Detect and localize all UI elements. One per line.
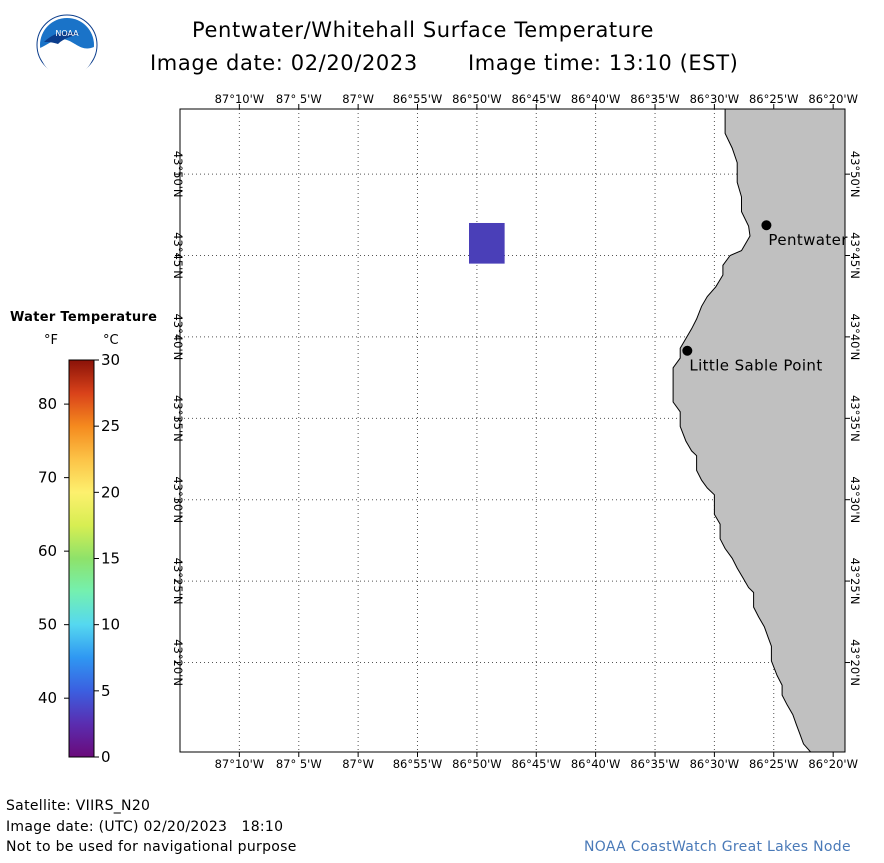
lat-tick-label-left: 43°20'N <box>171 639 185 686</box>
legend-unit-c: °C <box>103 333 119 348</box>
celsius-tick-label: 0 <box>101 748 111 766</box>
place-label: Pentwater <box>768 231 848 249</box>
celsius-tick-label: 20 <box>101 483 120 501</box>
graticule <box>180 109 845 752</box>
lon-tick-label-bottom: 86°20'W <box>808 757 858 771</box>
lon-tick-label-top: 86°25'W <box>749 92 799 106</box>
celsius-tick-label: 5 <box>101 682 111 700</box>
fahrenheit-tick-label: 70 <box>38 469 57 487</box>
lon-tick-label-top: 87° 5'W <box>276 92 322 106</box>
place-dot <box>682 345 693 356</box>
lon-tick-label-top: 86°55'W <box>393 92 443 106</box>
lon-tick-label-bottom: 86°30'W <box>690 757 740 771</box>
place-label: Little Sable Point <box>689 357 822 375</box>
lat-tick-label-right: 43°30'N <box>848 476 862 523</box>
celsius-tick-label: 15 <box>101 550 120 568</box>
lon-tick-label-top: 86°40'W <box>571 92 621 106</box>
legend-colorbar: 0 5 10 15 20 25 30 40 50 60 70 80 <box>38 351 120 766</box>
lat-tick-label-right: 43°45'N <box>848 232 862 279</box>
page-title: Pentwater/Whitehall Surface Temperature <box>192 18 654 42</box>
lon-tick-label-bottom: 86°40'W <box>571 757 621 771</box>
image-time-label: Image time: 13:10 (EST) <box>468 51 739 75</box>
credit-label: NOAA CoastWatch Great Lakes Node <box>584 839 851 855</box>
lon-tick-label-top: 87°W <box>342 92 374 106</box>
lon-tick-label-top: 86°20'W <box>808 92 858 106</box>
legend-title: Water Temperature <box>10 310 158 325</box>
noaa-logo: NOAA <box>36 14 98 76</box>
colorbar-ramp <box>68 359 95 758</box>
utc-date-label: Image date: (UTC) 02/20/2023 18:10 <box>6 819 284 835</box>
lat-tick-label-right: 43°25'N <box>848 558 862 605</box>
fahrenheit-tick-label: 50 <box>38 616 57 634</box>
celsius-tick-label: 30 <box>101 351 120 369</box>
fahrenheit-tick-label: 80 <box>38 395 57 413</box>
lon-tick-label-bottom: 86°50'W <box>452 757 502 771</box>
lon-tick-label-top: 86°45'W <box>511 92 561 106</box>
map-frame <box>179 108 846 753</box>
lat-tick-label-left: 43°50'N <box>171 151 185 198</box>
lat-tick-label-right: 43°20'N <box>848 639 862 686</box>
lat-tick-label-right: 43°40'N <box>848 313 862 360</box>
lon-tick-label-bottom: 86°55'W <box>393 757 443 771</box>
fahrenheit-tick-label: 60 <box>38 542 57 560</box>
celsius-tick-label: 10 <box>101 616 120 634</box>
place-dot <box>761 220 772 231</box>
axis-tick-labels: 87°10'W 87°10'W 87° 5'W 87° 5'W 87°W 87°W 86°5… <box>171 92 862 771</box>
lat-tick-label-left: 43°30'N <box>171 476 185 523</box>
place-markers: Pentwater Little Sable Point <box>682 220 848 375</box>
lon-tick-label-bottom: 87°10'W <box>215 757 265 771</box>
lat-tick-label-right: 43°35'N <box>848 395 862 442</box>
legend-unit-f: °F <box>44 333 58 348</box>
lon-tick-label-top: 87°10'W <box>215 92 265 106</box>
logo-text: NOAA <box>55 29 79 38</box>
lat-tick-label-left: 43°40'N <box>171 313 185 360</box>
logo-wave <box>40 39 94 76</box>
satellite-label: Satellite: VIIRS_N20 <box>6 798 151 814</box>
celsius-tick-label: 25 <box>101 417 120 435</box>
lon-tick-label-bottom: 86°35'W <box>630 757 680 771</box>
land-area <box>672 108 846 753</box>
lon-tick-label-bottom: 86°45'W <box>511 757 561 771</box>
lat-tick-label-left: 43°45'N <box>171 232 185 279</box>
lat-tick-label-right: 43°50'N <box>848 151 862 198</box>
lat-tick-label-left: 43°25'N <box>171 558 185 605</box>
logo-bird <box>44 32 80 44</box>
lon-tick-label-top: 86°35'W <box>630 92 680 106</box>
lon-tick-label-top: 86°50'W <box>452 92 502 106</box>
lon-tick-label-bottom: 87°W <box>342 757 374 771</box>
image-date-label: Image date: 02/20/2023 <box>150 51 418 75</box>
lat-tick-label-left: 43°35'N <box>171 395 185 442</box>
lon-tick-label-top: 86°30'W <box>690 92 740 106</box>
fahrenheit-tick-label: 40 <box>38 689 57 707</box>
lon-tick-label-bottom: 87° 5'W <box>276 757 322 771</box>
temperature-pixel <box>469 222 505 264</box>
disclaimer-label: Not to be used for navigational purpose <box>6 839 297 855</box>
lon-tick-label-bottom: 86°25'W <box>749 757 799 771</box>
